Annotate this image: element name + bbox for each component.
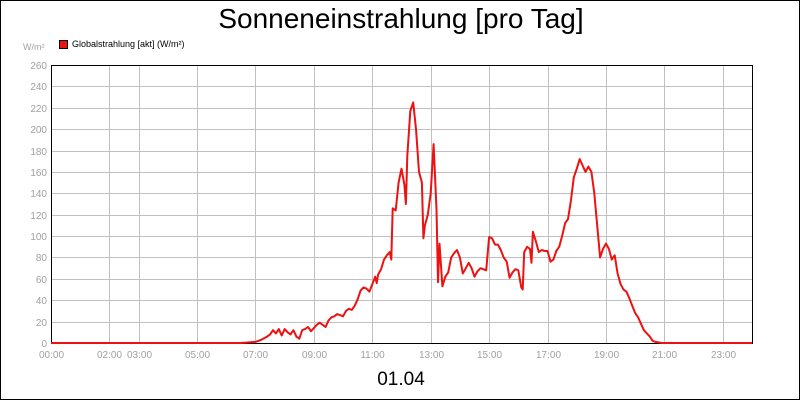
- x-tick-label: 21:00: [652, 350, 677, 361]
- y-tick-label: 260: [30, 61, 47, 72]
- plot-border: [51, 65, 753, 344]
- y-tick-label: 0: [41, 339, 47, 350]
- x-tick-label: 09:00: [302, 350, 327, 361]
- x-tick-label: 23:00: [711, 350, 736, 361]
- legend-label: Globalstrahlung [akt] (W/m²): [72, 39, 185, 49]
- y-tick-label: 200: [30, 125, 47, 136]
- y-tick-label: 120: [30, 211, 47, 222]
- y-axis-unit: W/m²: [23, 42, 45, 52]
- y-tick-label: 60: [36, 275, 48, 286]
- x-tick-label: 07:00: [243, 350, 268, 361]
- date-label: 01.04: [377, 369, 425, 390]
- y-tick-label: 140: [30, 189, 47, 200]
- legend: Globalstrahlung [akt] (W/m²): [59, 39, 185, 49]
- x-tick-label: 00:00: [39, 350, 64, 361]
- x-tick-label: 11:00: [360, 350, 385, 361]
- chart-title: Sonneneinstrahlung [pro Tag]: [218, 3, 584, 34]
- x-tick-label: 13:00: [419, 350, 444, 361]
- y-tick-label: 80: [36, 253, 48, 264]
- y-tick-label: 240: [30, 82, 47, 93]
- series-line: [51, 101, 752, 344]
- y-tick-label: 20: [36, 318, 48, 329]
- x-tick-label: 03:00: [127, 350, 152, 361]
- y-tick-label: 220: [30, 104, 47, 115]
- x-tick-label: 19:00: [594, 350, 619, 361]
- y-tick-label: 160: [30, 168, 47, 179]
- legend-swatch: [59, 39, 68, 49]
- x-tick-label: 05:00: [185, 350, 210, 361]
- y-tick-label: 40: [36, 296, 48, 307]
- x-tick-label: 15:00: [477, 350, 502, 361]
- y-tick-label: 100: [30, 232, 47, 243]
- y-tick-label: 180: [30, 147, 47, 158]
- x-tick-label: 17:00: [536, 350, 561, 361]
- x-tick-label: 02:00: [97, 350, 122, 361]
